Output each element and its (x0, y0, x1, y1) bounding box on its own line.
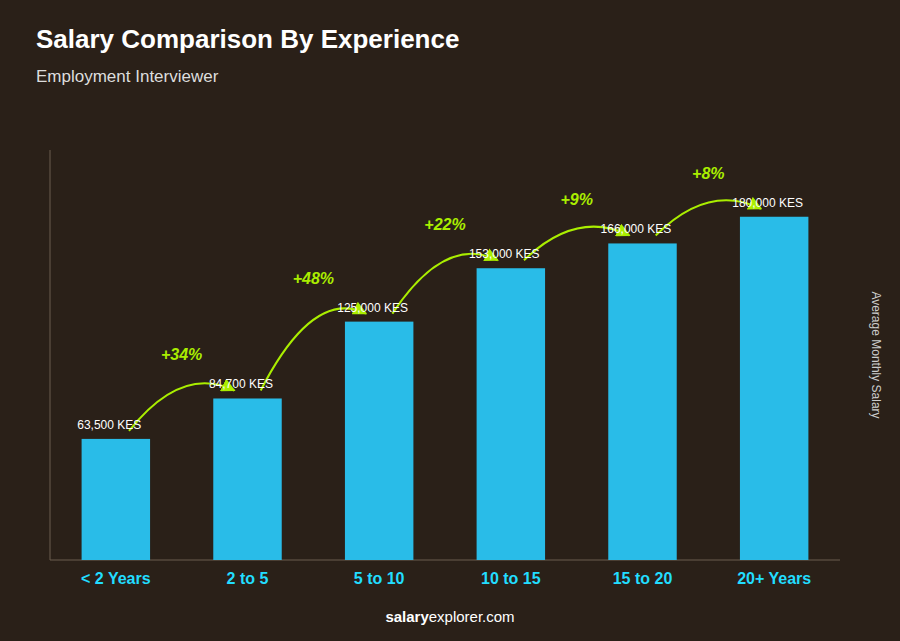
change-label: +34% (161, 346, 202, 363)
y-axis-line (50, 150, 51, 560)
title: Salary Comparison By Experience (36, 24, 459, 54)
background (0, 0, 900, 641)
bar (608, 243, 676, 560)
bars (82, 217, 809, 560)
change-arrow (261, 308, 366, 390)
bar (82, 439, 150, 560)
data-label: 125,000 KES (337, 301, 408, 315)
data-label: 63,500 KES (77, 418, 141, 432)
data-label: 180,000 KES (732, 196, 803, 210)
data-label: 153,000 KES (469, 247, 540, 261)
bar (740, 217, 808, 560)
footer-part: salary (385, 608, 429, 625)
x-tick-label: < 2 Years (81, 570, 151, 587)
chart-container: Salary Comparison By Experience Employmen… (0, 0, 900, 641)
footer: salaryexplorer.com (385, 608, 514, 625)
subtitle: Employment Interviewer (36, 67, 219, 86)
change-label: +8% (692, 165, 724, 182)
x-tick-label: 15 to 20 (613, 570, 673, 587)
footer-part: explorer.com (429, 608, 515, 625)
data-label: 166,000 KES (601, 222, 672, 236)
x-tick-label: 5 to 10 (354, 570, 405, 587)
change-arrow (392, 254, 497, 314)
x-axis-line (50, 560, 840, 561)
x-tick-label: 20+ Years (737, 570, 811, 587)
change-label: +9% (560, 191, 592, 208)
data-label: 84,700 KES (209, 377, 273, 391)
bar (477, 268, 545, 560)
change-label: +22% (424, 216, 465, 233)
x-tick-label: 10 to 15 (481, 570, 541, 587)
change-arrows (129, 200, 761, 431)
bar (345, 322, 413, 560)
x-tick-label: 2 to 5 (227, 570, 269, 587)
y-axis-label: Average Monthly Salary (869, 291, 883, 418)
bar (213, 398, 281, 560)
change-label: +48% (293, 270, 334, 287)
chart-svg: Salary Comparison By Experience Employmen… (0, 0, 900, 641)
